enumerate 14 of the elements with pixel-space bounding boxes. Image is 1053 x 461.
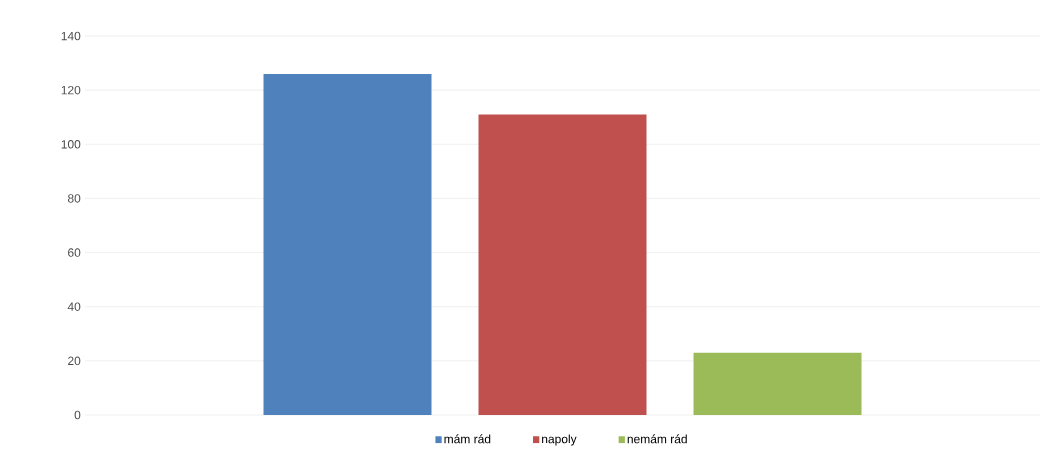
y-tick-label: 120 <box>61 85 81 95</box>
y-tick-label: 20 <box>68 356 81 366</box>
y-tick-label: 40 <box>67 302 81 311</box>
bar <box>693 352 862 415</box>
bar <box>263 73 432 415</box>
y-tick-label: 60 <box>68 248 81 257</box>
bar <box>478 114 647 415</box>
y-tick-label: 80 <box>67 194 81 203</box>
legend-label: nemám rád <box>627 434 687 444</box>
legend-label: mám rád <box>444 434 491 444</box>
y-tick-label: 100 <box>61 140 81 149</box>
legend-label: napoly <box>542 434 577 446</box>
y-tick-label: 140 <box>61 31 81 41</box>
y-tick-label: 0 <box>74 410 81 420</box>
